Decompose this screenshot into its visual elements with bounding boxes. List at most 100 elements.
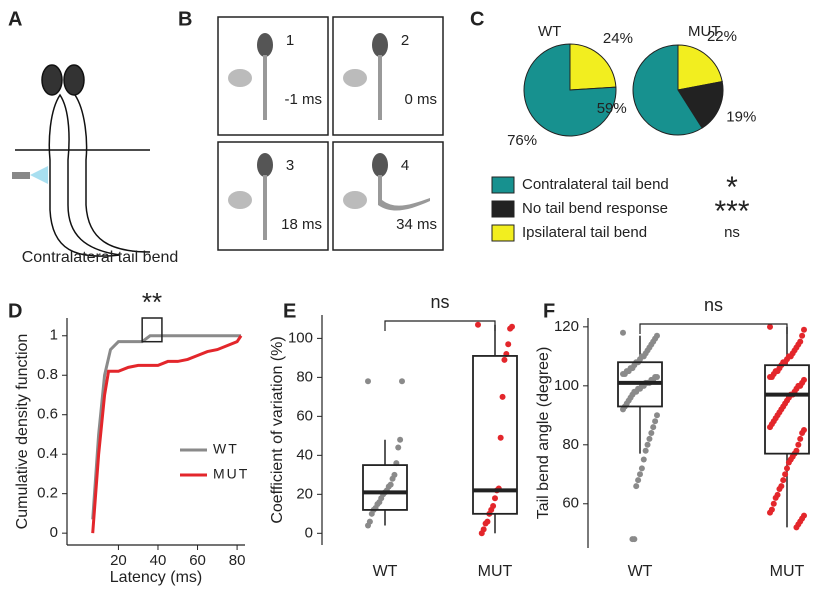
y-axis-label: Coefficient of variation (%) — [269, 336, 286, 523]
y-tick-label: 40 — [296, 446, 313, 463]
cdf-line — [91, 334, 242, 520]
data-point — [633, 483, 640, 490]
pie-title: MUT — [688, 23, 721, 40]
data-point — [652, 418, 659, 425]
x-tick-label: MUT — [478, 563, 513, 580]
annotation: ** — [142, 287, 162, 317]
pie-label: 59% — [597, 100, 627, 117]
frame-time: 34 ms — [396, 216, 437, 233]
legend-swatch — [491, 176, 515, 194]
data-point — [505, 341, 512, 348]
panel-letter: C — [470, 8, 484, 30]
data-point — [784, 465, 790, 472]
data-point — [767, 424, 773, 431]
legend-swatch — [491, 200, 515, 218]
fish-schematic — [15, 64, 151, 257]
panel-letter: F — [543, 300, 555, 322]
data-point — [497, 434, 504, 441]
data-point — [389, 475, 396, 482]
y-tick-label: 1 — [50, 327, 58, 344]
pie-label: 24% — [603, 30, 633, 47]
frames — [217, 16, 444, 251]
legend-label: No tail bend response — [522, 200, 668, 217]
data-point — [770, 500, 777, 507]
data-point — [780, 477, 787, 484]
y-tick-label: 0.2 — [37, 485, 58, 502]
frame-time: 18 ms — [281, 216, 322, 233]
y-tick-label: 0.8 — [37, 366, 58, 383]
data-point — [365, 378, 371, 385]
y-tick-label: 100 — [554, 377, 579, 394]
data-point — [797, 435, 804, 442]
x-tick-label: WT — [628, 563, 653, 580]
frame-number: 3 — [286, 157, 294, 174]
y-tick-label: 80 — [562, 436, 579, 453]
frame-number: 1 — [286, 32, 294, 49]
pie-label: 19% — [726, 108, 756, 125]
data-point — [795, 441, 802, 448]
data-point — [767, 509, 773, 516]
data-point — [654, 412, 660, 419]
data-point — [644, 441, 651, 448]
frame-time: 0 ms — [404, 91, 437, 108]
data-point — [475, 321, 481, 328]
significance-box — [141, 317, 163, 343]
pie-slice — [677, 44, 723, 91]
data-point — [642, 447, 649, 454]
y-tick-label: 60 — [562, 495, 579, 512]
data-point — [793, 524, 800, 531]
frame-number: 4 — [401, 157, 409, 174]
data-point — [650, 424, 657, 431]
data-point — [620, 406, 626, 413]
data-point — [799, 332, 806, 339]
data-point — [772, 494, 779, 501]
legend-label: Ipsilateral tail bend — [522, 224, 647, 241]
data-point — [767, 323, 773, 330]
data-point — [776, 486, 783, 493]
data-point — [767, 373, 773, 380]
data-point — [637, 471, 643, 478]
legend-label: Contralateral tail bend — [522, 176, 669, 193]
cdf-line — [91, 334, 243, 534]
pie-slice — [569, 43, 617, 91]
x-tick-label: 80 — [229, 552, 246, 569]
panel-letter: A — [8, 8, 22, 30]
data-point — [648, 430, 655, 436]
data-point — [801, 326, 807, 333]
schematic-label: Contralateral tail bend — [22, 249, 179, 266]
significance-bracket — [384, 320, 496, 331]
data-point — [499, 393, 506, 400]
panel-letter: E — [283, 300, 296, 322]
pie-title: WT — [538, 23, 561, 40]
box — [764, 364, 810, 455]
data-point — [365, 522, 371, 529]
data-point — [782, 471, 789, 478]
significance: ns — [724, 224, 740, 241]
y-tick-label: 0 — [50, 524, 58, 541]
x-tick-label: 60 — [189, 552, 206, 569]
x-axis-label: Latency (ms) — [110, 569, 202, 586]
probe — [12, 172, 30, 179]
pie-label: 22% — [707, 28, 737, 45]
data-point — [638, 465, 645, 472]
frame-number: 2 — [401, 32, 409, 49]
y-tick-label: 0.4 — [37, 445, 58, 462]
y-tick-label: 60 — [296, 407, 313, 424]
data-point — [399, 378, 405, 385]
legend-label: MUT — [213, 466, 249, 482]
frame-time: -1 ms — [285, 91, 323, 108]
data-point — [620, 371, 626, 378]
legend-label: WT — [213, 441, 239, 457]
light-cone — [30, 166, 48, 184]
data-point — [368, 510, 375, 517]
significance-bracket — [639, 323, 788, 334]
data-point — [507, 325, 514, 332]
y-tick-label: 20 — [296, 485, 313, 502]
y-tick-label: 120 — [554, 318, 579, 335]
annotation: ns — [704, 295, 723, 315]
data-point — [492, 495, 498, 502]
data-point — [397, 436, 404, 443]
data-point — [635, 477, 642, 484]
frame-fish — [228, 33, 430, 240]
